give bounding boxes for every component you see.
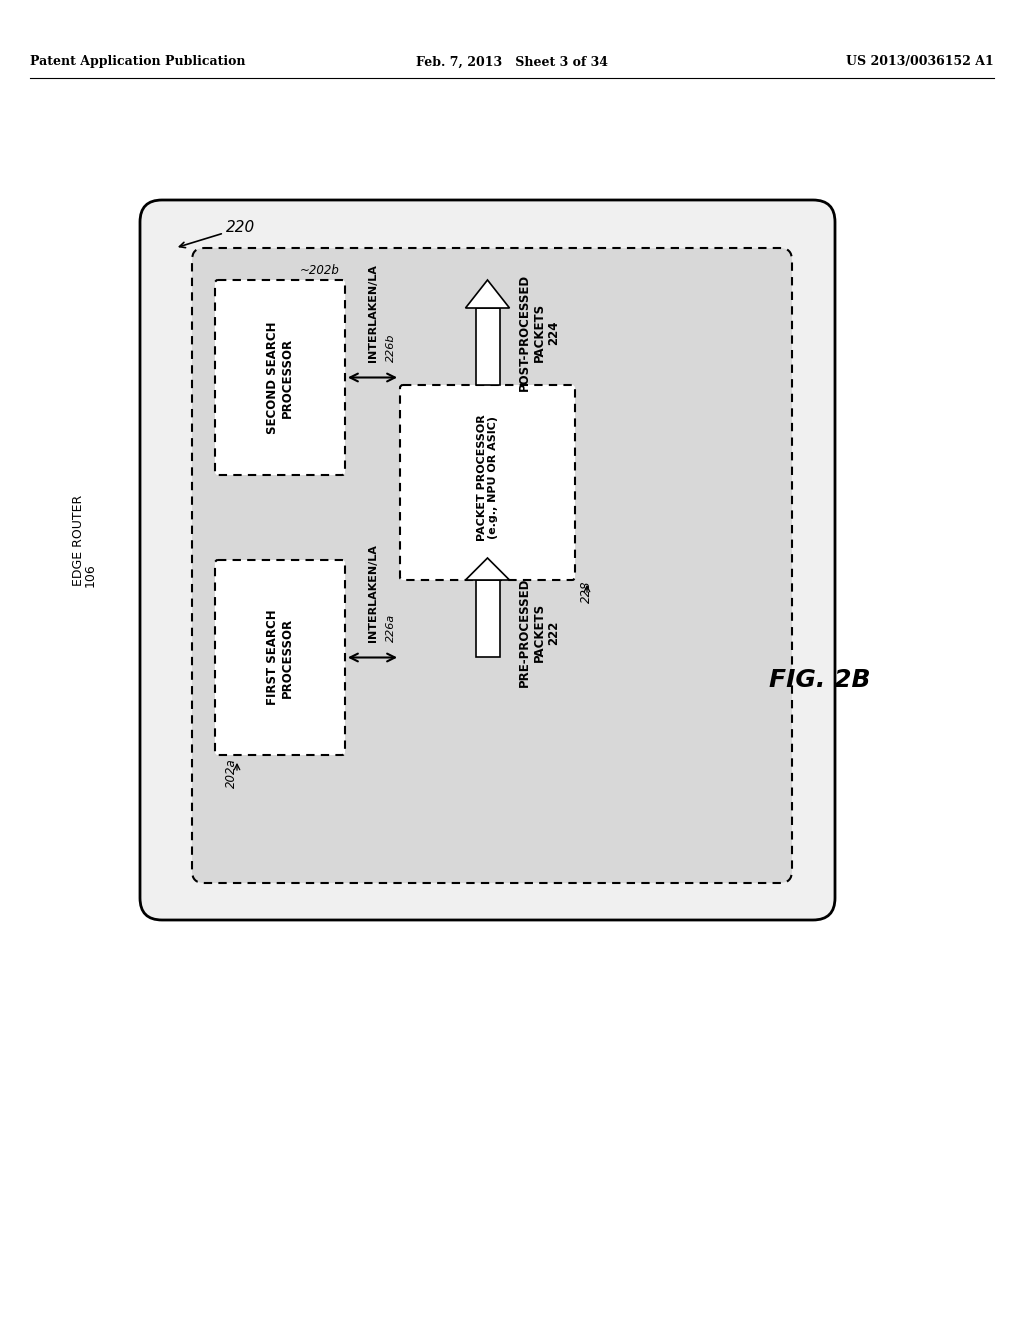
Text: INTERLAKEN/LA: INTERLAKEN/LA bbox=[368, 264, 378, 363]
Text: FIRST SEARCH
PROCESSOR: FIRST SEARCH PROCESSOR bbox=[266, 610, 294, 705]
Text: US 2013/0036152 A1: US 2013/0036152 A1 bbox=[846, 55, 994, 69]
Text: SECOND SEARCH
PROCESSOR: SECOND SEARCH PROCESSOR bbox=[266, 321, 294, 434]
FancyBboxPatch shape bbox=[193, 248, 792, 883]
Text: 220: 220 bbox=[226, 220, 255, 235]
Text: FIG. 2B: FIG. 2B bbox=[769, 668, 870, 692]
Text: EDGE ROUTER: EDGE ROUTER bbox=[72, 495, 85, 586]
FancyBboxPatch shape bbox=[400, 385, 575, 579]
FancyBboxPatch shape bbox=[215, 280, 345, 475]
Text: 226a: 226a bbox=[385, 614, 395, 643]
Bar bbox=[475, 579, 500, 657]
Text: ~202b: ~202b bbox=[300, 264, 340, 276]
Text: PRE-PROCESSED
PACKETS
222: PRE-PROCESSED PACKETS 222 bbox=[517, 578, 560, 688]
Bar bbox=[475, 308, 500, 385]
Text: POST-PROCESSED
PACKETS
224: POST-PROCESSED PACKETS 224 bbox=[517, 275, 560, 391]
Text: 106: 106 bbox=[84, 564, 96, 587]
Polygon shape bbox=[466, 280, 510, 308]
Text: 202a: 202a bbox=[225, 758, 238, 788]
Text: 228: 228 bbox=[580, 581, 593, 603]
Text: Feb. 7, 2013   Sheet 3 of 34: Feb. 7, 2013 Sheet 3 of 34 bbox=[416, 55, 608, 69]
Text: Patent Application Publication: Patent Application Publication bbox=[30, 55, 246, 69]
Text: PACKET PROCESSOR
(e.g., NPU OR ASIC): PACKET PROCESSOR (e.g., NPU OR ASIC) bbox=[477, 414, 499, 541]
Polygon shape bbox=[466, 558, 510, 579]
FancyBboxPatch shape bbox=[140, 201, 835, 920]
FancyBboxPatch shape bbox=[215, 560, 345, 755]
Text: INTERLAKEN/LA: INTERLAKEN/LA bbox=[368, 545, 378, 643]
Text: 226b: 226b bbox=[385, 334, 395, 363]
